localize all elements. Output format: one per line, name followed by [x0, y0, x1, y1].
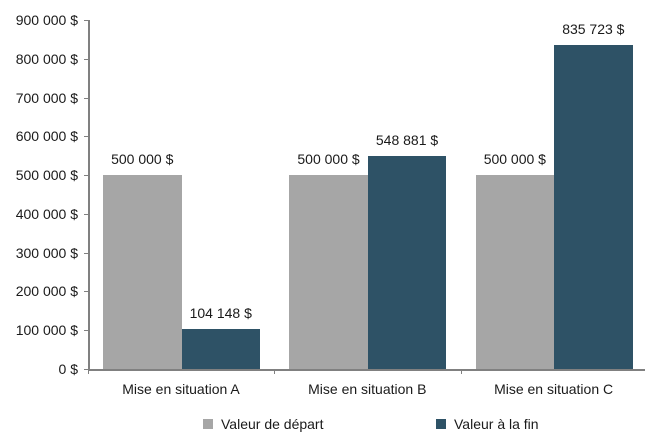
- y-tick-label: 700 000 $: [15, 89, 78, 106]
- y-tick-label: 200 000 $: [15, 283, 78, 300]
- y-tick: [84, 97, 89, 99]
- legend-swatch-start: [203, 419, 213, 429]
- y-tick: [84, 58, 89, 60]
- x-category-label: Mise en situation B: [308, 381, 427, 397]
- bar-end-b: [367, 156, 447, 369]
- legend-item-start: Valeur de départ: [203, 416, 323, 432]
- y-tick: [84, 330, 89, 332]
- data-label: 500 000 $: [111, 151, 174, 168]
- bar-end-a: [181, 328, 260, 369]
- y-tick-label: 600 000 $: [15, 128, 78, 145]
- x-tick: [460, 369, 462, 374]
- bar-start-c: [475, 175, 555, 369]
- bar-end-c: [554, 44, 633, 369]
- legend: Valeur de départ Valeur à la fin: [0, 416, 647, 434]
- y-tick-label: 800 000 $: [15, 50, 78, 67]
- data-label: 548 881 $: [375, 132, 439, 149]
- legend-label: Valeur de départ: [221, 416, 324, 432]
- legend-swatch-end: [436, 419, 446, 429]
- x-tick: [88, 369, 89, 374]
- y-tick: [84, 369, 89, 370]
- y-tick-label: 100 000 $: [15, 322, 78, 339]
- y-tick: [84, 213, 89, 215]
- y-tick-label: 300 000 $: [15, 244, 78, 261]
- y-tick: [84, 136, 89, 138]
- y-tick: [84, 252, 89, 254]
- legend-item-end: Valeur à la fin: [436, 416, 539, 432]
- bar-start-b: [289, 175, 368, 369]
- x-tick: [274, 369, 276, 374]
- data-label: 104 148 $: [189, 304, 252, 321]
- y-tick-label: 0 $: [58, 361, 78, 377]
- y-tick-label: 500 000 $: [15, 167, 78, 184]
- y-tick-label: 900 000 $: [15, 12, 78, 28]
- x-axis-line: [88, 369, 645, 371]
- bar-start-a: [103, 175, 182, 369]
- x-category-label: Mise en situation C: [494, 381, 614, 397]
- data-label: 835 723 $: [562, 20, 625, 37]
- x-category-label: Mise en situation A: [122, 381, 240, 397]
- legend-label: Valeur à la fin: [454, 416, 539, 432]
- data-label: 500 000 $: [483, 151, 546, 168]
- y-axis-line: [88, 20, 90, 370]
- y-tick: [84, 175, 89, 177]
- data-label: 500 000 $: [297, 151, 360, 168]
- y-tick: [84, 291, 89, 293]
- y-tick: [84, 20, 89, 21]
- y-tick-label: 400 000 $: [15, 205, 78, 222]
